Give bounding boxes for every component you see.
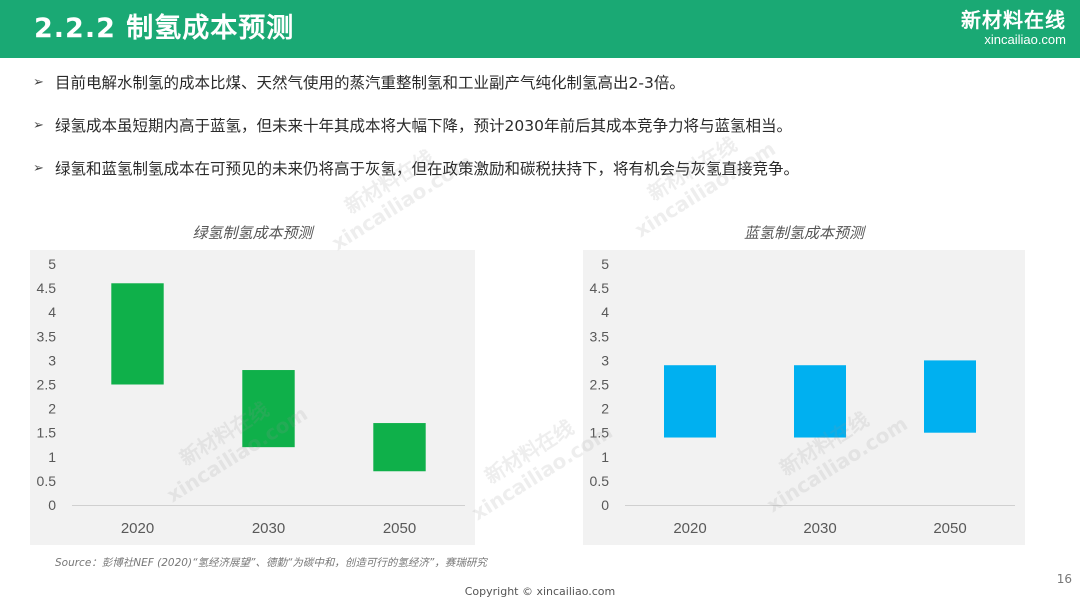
- green-bar-2020: [111, 283, 164, 385]
- green-y-tick-label: 2.5: [37, 377, 57, 393]
- blue-y-tick-label: 1: [601, 449, 609, 465]
- page-number: 16: [1056, 572, 1072, 586]
- bullet-text: 绿氢成本虽短期内高于蓝氢，但未来十年其成本将大幅下降，预计2030年前后其成本竞…: [55, 117, 792, 135]
- green-y-tick-label: 0: [48, 497, 56, 513]
- blue-x-tick-label-2030: 2030: [803, 520, 836, 537]
- bullet-list: ➢ 目前电解水制氢的成本比煤、天然气使用的蒸汽重整制氢和工业副产气纯化制氢高出2…: [33, 72, 1063, 201]
- blue-x-tick-label-2020: 2020: [673, 520, 706, 537]
- green-y-tick-label: 5: [48, 256, 56, 272]
- blue-y-tick-label: 3.5: [590, 328, 610, 344]
- brand-logo: 新材料在线 xincailiao.com: [961, 8, 1066, 47]
- blue-chart-title: 蓝氢制氢成本预测: [743, 224, 864, 242]
- blue-y-tick-label: 1.5: [590, 425, 610, 441]
- blue-y-tick-label: 5: [601, 256, 609, 272]
- green-y-tick-label: 1: [48, 449, 56, 465]
- bullet-text: 目前电解水制氢的成本比煤、天然气使用的蒸汽重整制氢和工业副产气纯化制氢高出2-3…: [55, 74, 685, 92]
- bullet-item: ➢ 目前电解水制氢的成本比煤、天然气使用的蒸汽重整制氢和工业副产气纯化制氢高出2…: [33, 72, 1063, 94]
- blue-y-tick-label: 0: [601, 497, 609, 513]
- bullet-text: 绿氢和蓝氢制氢成本在可预见的未来仍将高于灰氢，但在政策激励和碳税扶持下，将有机会…: [55, 160, 800, 178]
- blue-y-tick-label: 4: [601, 304, 609, 320]
- blue-y-tick-label: 0.5: [590, 473, 610, 489]
- green-hydrogen-cost-chart: 0 0.5 1 1.5 2 2.5 3 3.5 4 4.5 5 2020 2030 2050: [30, 250, 475, 545]
- arrow-bullet-icon: ➢: [33, 75, 44, 90]
- bullet-item: ➢ 绿氢成本虽短期内高于蓝氢，但未来十年其成本将大幅下降，预计2030年前后其成…: [33, 115, 1063, 137]
- blue-y-tick-label: 4.5: [590, 280, 610, 296]
- blue-bar-2020: [664, 365, 716, 438]
- bullet-item: ➢ 绿氢和蓝氢制氢成本在可预见的未来仍将高于灰氢，但在政策激励和碳税扶持下，将有…: [33, 158, 1063, 180]
- green-bar-2030: [242, 370, 295, 448]
- green-y-tick-label: 4.5: [37, 280, 57, 296]
- copyright: Copyright © xincailiao.com: [464, 585, 616, 598]
- green-y-tick-label: 0.5: [37, 473, 57, 489]
- green-y-tick-label: 2: [48, 401, 56, 417]
- blue-bar-2050: [924, 360, 976, 433]
- green-y-tick-label: 3.5: [37, 328, 57, 344]
- blue-hydrogen-cost-chart: 0 0.5 1 1.5 2 2.5 3 3.5 4 4.5 5 2020 2030 2050: [583, 250, 1025, 545]
- green-chart-title: 绿氢制氢成本预测: [192, 224, 313, 242]
- green-x-tick-label-2030: 2030: [252, 520, 285, 537]
- green-bar-2050: [373, 423, 426, 472]
- green-x-tick-label-2020: 2020: [121, 520, 154, 537]
- title-bar: 2.2.2 制氢成本预测 新材料在线 xincailiao.com: [0, 0, 1080, 58]
- brand-url: xincailiao.com: [984, 32, 1066, 47]
- blue-x-tick-label-2050: 2050: [933, 520, 966, 537]
- green-x-tick-label-2050: 2050: [383, 520, 416, 537]
- blue-bar-2030: [794, 365, 846, 438]
- arrow-bullet-icon: ➢: [33, 161, 44, 176]
- green-y-tick-label: 1.5: [37, 425, 57, 441]
- blue-y-tick-label: 2.5: [590, 377, 610, 393]
- source-note: Source：彭博社NEF (2020)“氢经济展望”、德勤“为碳中和，创造可行…: [55, 557, 487, 569]
- brand-name: 新材料在线: [961, 8, 1066, 32]
- arrow-bullet-icon: ➢: [33, 118, 44, 133]
- page-title: 2.2.2 制氢成本预测: [34, 13, 295, 44]
- blue-y-tick-label: 2: [601, 401, 609, 417]
- green-y-tick-label: 3: [48, 352, 56, 368]
- green-y-tick-label: 4: [48, 304, 56, 320]
- blue-y-tick-label: 3: [601, 352, 609, 368]
